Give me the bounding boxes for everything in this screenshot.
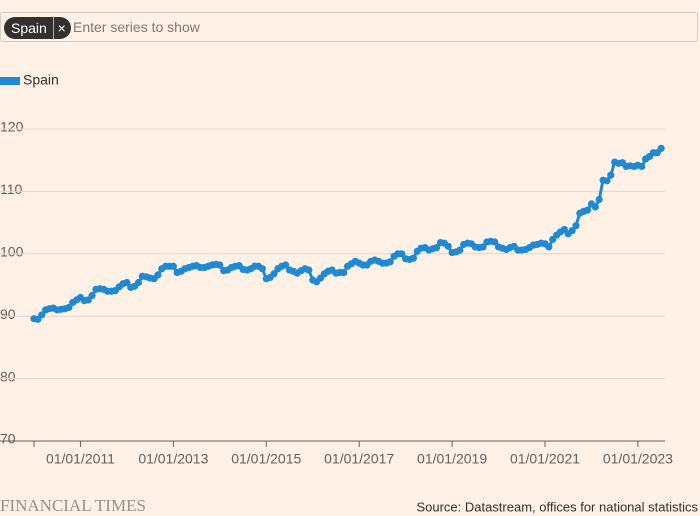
x-tick-label: 01/01/2011 xyxy=(46,451,115,467)
x-tick-label: 01/01/2015 xyxy=(231,451,301,467)
search-placeholder: Enter series to show xyxy=(73,19,200,35)
logo: FINANCIAL TIMES xyxy=(0,496,146,515)
data-point xyxy=(340,268,348,277)
data-point xyxy=(216,261,224,269)
y-tick-label: 70 xyxy=(0,431,16,447)
data-point xyxy=(409,254,417,262)
data-point xyxy=(282,261,290,269)
series-search[interactable]: Spain × Enter series to show xyxy=(0,12,698,42)
data-point xyxy=(591,203,599,211)
data-point xyxy=(270,270,278,278)
legend-label: Spain xyxy=(23,72,59,88)
x-tick-label: 01/01/2023 xyxy=(603,451,673,467)
data-point xyxy=(657,144,665,152)
data-point xyxy=(88,292,96,300)
x-tick-label: 01/01/2017 xyxy=(324,451,394,467)
data-point xyxy=(603,177,611,185)
y-tick-label: 80 xyxy=(0,368,16,384)
data-point xyxy=(607,171,615,179)
chip-label: Spain xyxy=(11,20,47,36)
y-tick-label: 90 xyxy=(0,306,16,322)
data-point xyxy=(398,250,406,258)
series-chip[interactable]: Spain × xyxy=(4,17,71,39)
data-point xyxy=(491,238,499,246)
data-point xyxy=(154,271,162,279)
x-tick-label: 01/01/2019 xyxy=(417,451,487,467)
data-point xyxy=(169,262,177,270)
data-point xyxy=(638,162,646,171)
y-tick-label: 120 xyxy=(0,119,24,135)
data-point xyxy=(456,246,464,254)
data-point xyxy=(258,265,266,273)
data-point xyxy=(444,242,452,250)
y-tick-label: 100 xyxy=(0,244,24,260)
data-point xyxy=(583,206,592,214)
chip-remove[interactable]: × xyxy=(52,17,66,39)
data-point xyxy=(65,303,73,312)
data-point xyxy=(572,222,580,230)
data-point xyxy=(386,258,394,266)
data-point xyxy=(568,227,576,235)
data-point xyxy=(134,278,143,287)
data-point xyxy=(305,266,313,274)
data-point xyxy=(545,243,553,251)
data-point xyxy=(433,243,441,252)
data-point xyxy=(38,311,46,319)
legend-swatch xyxy=(0,77,20,85)
y-tick-label: 110 xyxy=(0,181,23,197)
data-point xyxy=(595,195,603,204)
data-point xyxy=(479,243,487,251)
source: Source: Datastream, offices for national… xyxy=(416,499,698,514)
data-point xyxy=(123,278,131,287)
x-tick-label: 01/01/2013 xyxy=(138,451,208,467)
x-tick-label: 01/01/2021 xyxy=(510,451,580,467)
